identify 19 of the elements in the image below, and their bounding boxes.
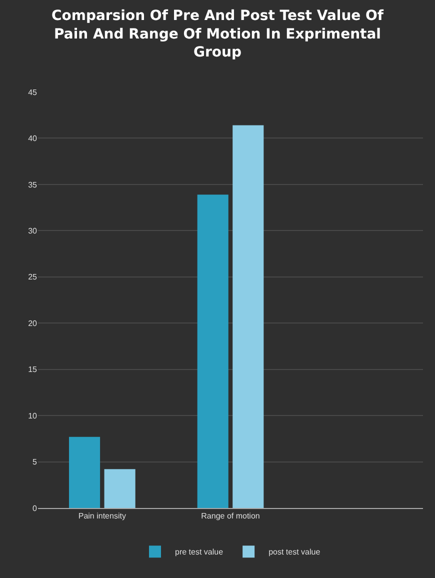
x-tick-label: Pain intensity [78,512,126,521]
bar [232,125,264,508]
y-tick-label: 30 [28,226,38,236]
y-tick-label: 0 [32,504,38,513]
y-tick-label: 35 [28,180,38,190]
bar [104,469,136,508]
legend-label: pre test value [175,548,224,557]
y-tick-label: 15 [28,365,38,374]
y-tick-label: 5 [32,458,38,467]
y-tick-label: 20 [28,318,38,328]
legend-label: post test value [268,548,321,557]
bar [68,436,100,508]
chart-title: Comparsion Of Pre And Post Test Value Of Pain And Range Of Motion In Exprimental Group [51,8,384,61]
y-tick-label: 40 [28,134,38,144]
y-tick-label: 25 [28,272,38,282]
y-tick-label: 10 [28,411,38,420]
x-tick-label: Range of motion [201,512,260,521]
bar [197,194,228,508]
y-tick-label: 45 [28,88,38,97]
